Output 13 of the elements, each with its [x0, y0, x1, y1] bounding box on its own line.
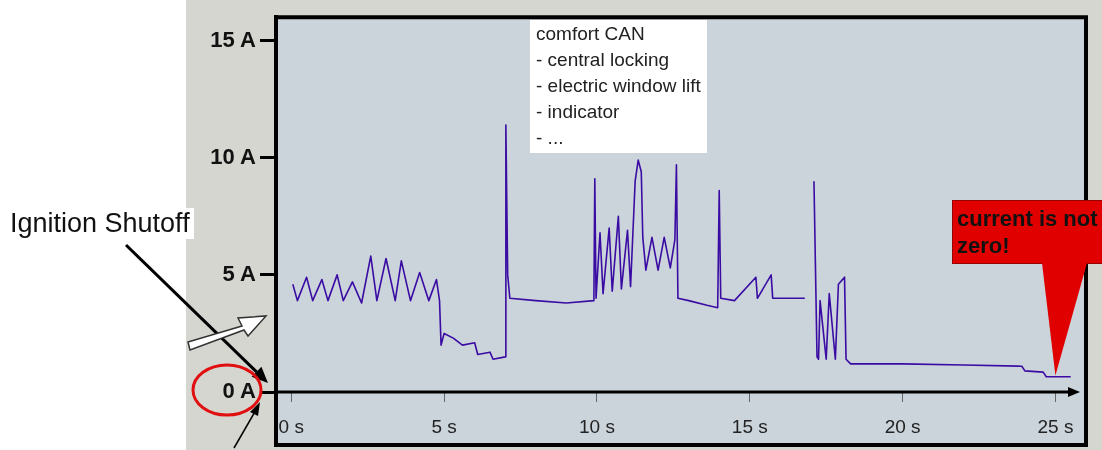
- y-tick-label: 0 A: [222, 378, 257, 404]
- y-tick-label: 10 A: [210, 143, 257, 169]
- y-tick-label: 15 A: [210, 26, 257, 52]
- x-tick-label: 10 s: [578, 415, 615, 437]
- y-tick-label: 5 A: [222, 260, 257, 286]
- x-tick-label: 5 s: [431, 415, 457, 437]
- annotation: current is not zero!: [952, 200, 1102, 264]
- x-tick-label: 0 s: [278, 415, 304, 437]
- text: Ignition Shutoff: [6, 208, 194, 239]
- x-tick-label: 25 s: [1037, 415, 1074, 437]
- annotation: comfort CAN - central locking - electric window lift - indicator - ...: [530, 20, 707, 153]
- x-tick-label: 15 s: [731, 415, 768, 437]
- x-tick-label: 20 s: [884, 415, 921, 437]
